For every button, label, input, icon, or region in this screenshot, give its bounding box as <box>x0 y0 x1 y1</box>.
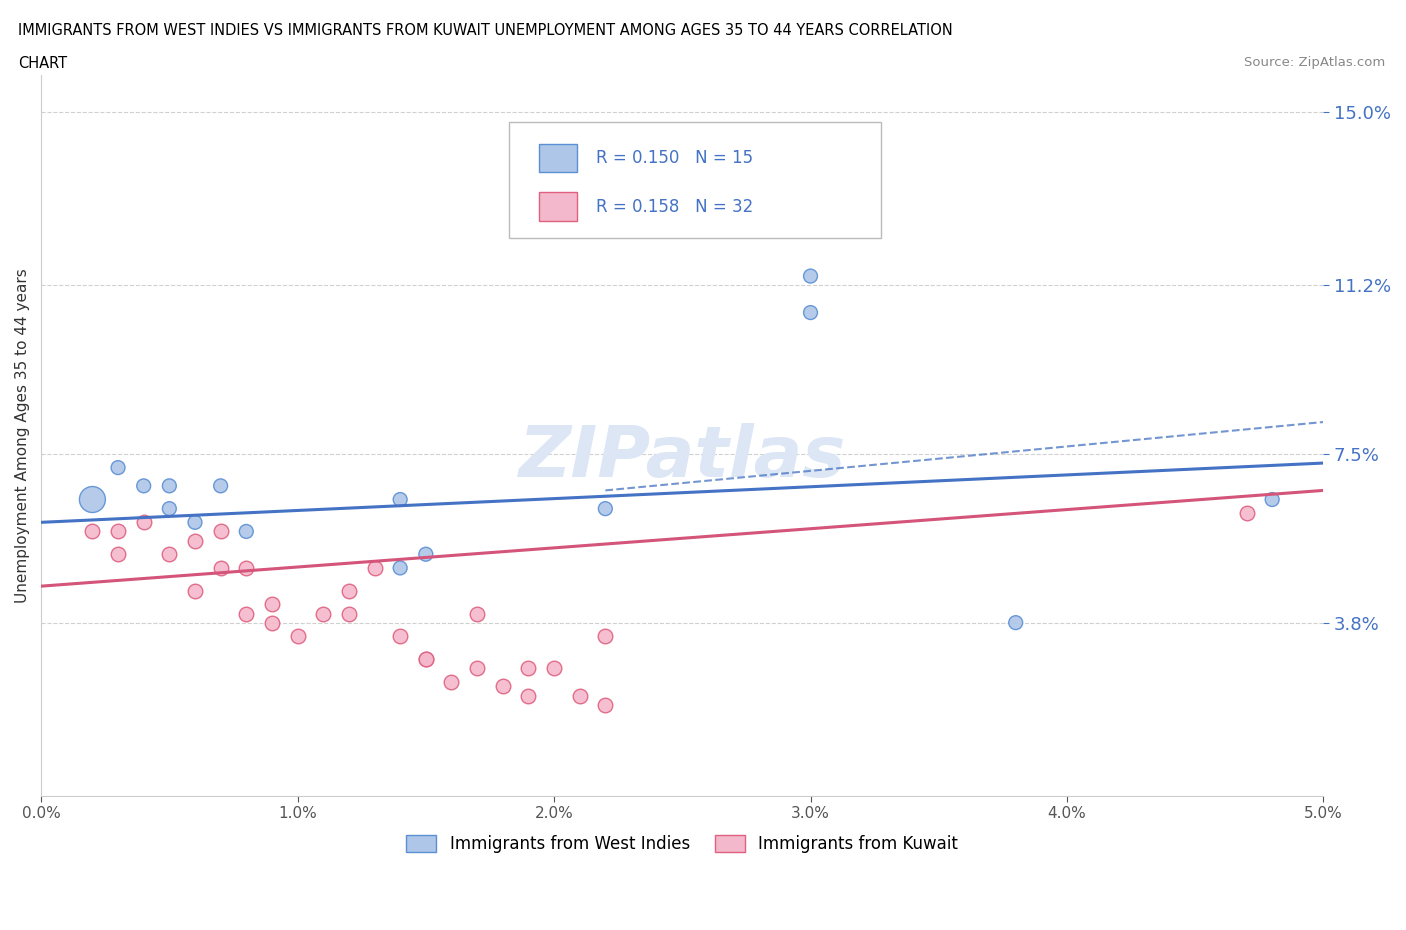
Point <box>209 524 232 538</box>
Point <box>465 606 488 621</box>
Point <box>389 561 412 576</box>
Point <box>235 606 257 621</box>
Text: ZIPatlas: ZIPatlas <box>519 423 846 492</box>
Point <box>132 515 155 530</box>
Point <box>1004 616 1026 631</box>
Text: R = 0.158   N = 32: R = 0.158 N = 32 <box>596 197 754 216</box>
Point <box>82 524 104 538</box>
Point <box>312 606 335 621</box>
Point <box>492 679 515 694</box>
Point <box>260 616 283 631</box>
Point <box>517 688 540 703</box>
Text: CHART: CHART <box>18 56 67 71</box>
Point <box>184 515 207 530</box>
Point <box>1236 506 1258 521</box>
Point <box>337 583 360 598</box>
Point <box>1261 492 1284 507</box>
Point <box>389 629 412 644</box>
Point <box>363 561 385 576</box>
Point <box>107 460 129 475</box>
Bar <box>538 143 576 172</box>
Point <box>260 597 283 612</box>
Point <box>287 629 309 644</box>
Text: R = 0.150   N = 15: R = 0.150 N = 15 <box>596 149 754 167</box>
Point <box>82 492 104 507</box>
Point <box>132 478 155 493</box>
FancyBboxPatch shape <box>509 122 882 237</box>
Point <box>415 652 437 667</box>
Point <box>184 533 207 548</box>
Legend: Immigrants from West Indies, Immigrants from Kuwait: Immigrants from West Indies, Immigrants … <box>399 828 965 859</box>
Point <box>184 583 207 598</box>
Point <box>543 661 565 676</box>
Point <box>595 698 617 712</box>
Point <box>337 606 360 621</box>
Point <box>799 305 821 320</box>
Point <box>415 652 437 667</box>
Text: Source: ZipAtlas.com: Source: ZipAtlas.com <box>1244 56 1385 69</box>
Point <box>107 547 129 562</box>
Text: IMMIGRANTS FROM WEST INDIES VS IMMIGRANTS FROM KUWAIT UNEMPLOYMENT AMONG AGES 35: IMMIGRANTS FROM WEST INDIES VS IMMIGRANT… <box>18 23 953 38</box>
Point <box>517 661 540 676</box>
Point <box>157 501 180 516</box>
Point <box>568 688 591 703</box>
Point <box>389 492 412 507</box>
Y-axis label: Unemployment Among Ages 35 to 44 years: Unemployment Among Ages 35 to 44 years <box>15 269 30 603</box>
Point <box>209 561 232 576</box>
Point <box>235 561 257 576</box>
Point <box>415 547 437 562</box>
Bar <box>538 193 576 221</box>
Point <box>107 524 129 538</box>
Point <box>595 629 617 644</box>
Point <box>209 478 232 493</box>
Point <box>157 547 180 562</box>
Point <box>465 661 488 676</box>
Point <box>235 524 257 538</box>
Point <box>157 478 180 493</box>
Point <box>595 501 617 516</box>
Point <box>440 674 463 689</box>
Point <box>799 269 821 284</box>
